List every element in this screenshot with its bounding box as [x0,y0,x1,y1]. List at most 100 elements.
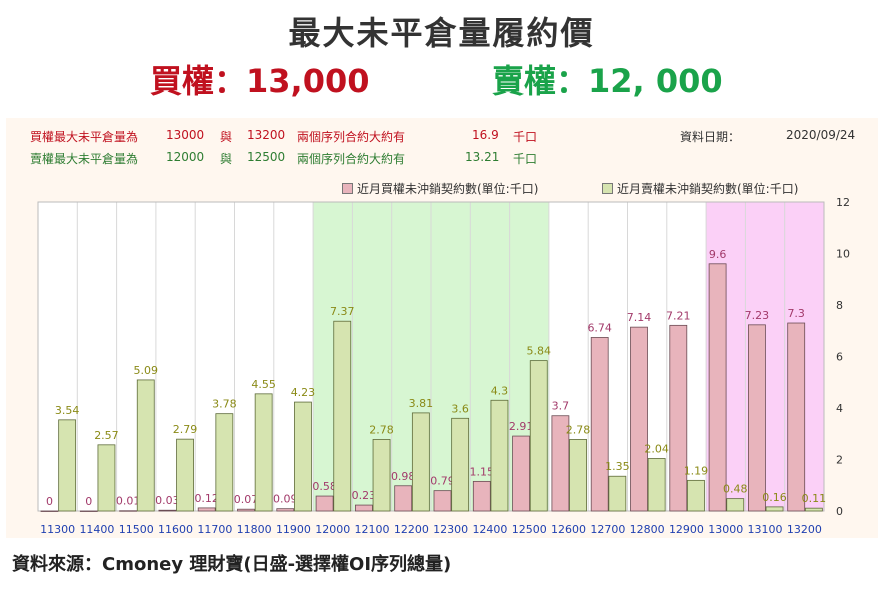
put-bar [294,401,312,512]
put-bar-value-label: 2.78 [566,423,591,436]
put-info-label: 賣權最大未平倉量為 [30,152,139,166]
put-info-strike-1: 12000 [166,150,205,164]
put-bar [254,393,273,512]
x-tick-label: 12200 [394,523,429,536]
call-info-amount: 16.9 [472,128,499,142]
legend-put: 近月賣權未沖銷契約數(單位:千口) [602,180,798,197]
put-bar [687,479,705,512]
call-bar [630,326,648,512]
call-info-desc: 兩個序列合約大約有 [297,130,406,144]
y-tick-label: 10 [836,248,850,261]
call-bar-value-label: 0.12 [194,492,219,505]
call-bar-value-label: 0 [46,495,53,508]
put-bar [647,458,666,512]
x-tick-label: 13100 [748,523,783,536]
put-bar-value-label: 0.48 [723,483,748,496]
x-tick-label: 13200 [787,523,822,536]
call-bar [119,510,137,512]
put-bar [804,507,823,512]
put-bar-value-label: 3.54 [55,404,80,417]
x-tick-label: 12000 [315,523,350,536]
put-bar [372,439,391,512]
legend-call-label: 近月買權未沖銷契約數(單位:千口) [357,182,539,196]
call-bar [158,509,177,512]
call-bar [79,510,98,512]
put-bar [490,399,509,512]
x-tick-label: 11800 [237,523,272,536]
legend-put-label: 近月賣權未沖銷契約數(單位:千口) [617,182,799,196]
x-tick-label: 12900 [669,523,704,536]
call-bar-value-label: 7.21 [666,309,691,322]
put-info-amount: 13.21 [465,150,500,164]
put-bar [333,320,352,512]
put-bar-value-label: 4.23 [291,386,316,399]
x-tick-label: 12100 [355,523,390,536]
put-bar [608,475,627,512]
call-bar-value-label: 1.15 [470,465,495,478]
x-tick-label: 12600 [551,523,586,536]
put-bar [411,412,430,512]
put-bar-value-label: 3.78 [212,398,237,411]
put-bar-value-label: 7.37 [330,305,355,318]
put-bar [529,360,548,512]
call-bar [590,337,609,512]
call-bar [276,508,295,512]
put-bar [136,379,155,512]
call-bar [551,415,570,512]
x-tick-label: 12400 [472,523,507,536]
put-bar-value-label: 0.16 [762,491,787,504]
call-bar [40,510,59,512]
put-bar-value-label: 3.6 [451,402,469,415]
put-bar [97,444,116,512]
put-info-unit: 千口 [513,152,538,166]
put-bar [569,439,587,512]
x-tick-label: 13000 [708,523,743,536]
call-max-oi-headline: 買權：13,000 [150,62,370,100]
put-bar-value-label: 5.84 [527,345,552,358]
x-tick-label: 12300 [433,523,468,536]
put-bar-value-label: 4.3 [491,384,509,397]
y-tick-label: 8 [836,299,843,312]
call-bar-value-label: 0.07 [234,493,259,506]
page-title: 最大未平倉量履約價 [288,14,595,52]
put-info-desc: 兩個序列合約大約有 [297,152,406,166]
call-bar-value-label: 2.91 [509,420,534,433]
call-bar-value-label: 7.23 [745,309,770,322]
call-bar-value-label: 7.3 [787,307,805,320]
put-bar [451,417,470,512]
call-bar [433,490,452,512]
put-bar-value-label: 5.09 [134,364,159,377]
call-bar-value-label: 7.14 [627,311,652,324]
call-bar-value-label: 0.98 [391,470,416,483]
call-bar-value-label: 3.7 [552,400,570,413]
y-tick-label: 12 [836,196,850,209]
y-tick-label: 6 [836,351,843,364]
put-bar-value-label: 4.55 [251,378,276,391]
call-bar [708,263,727,512]
call-bar-value-label: 0.09 [273,493,298,506]
y-tick-label: 2 [836,454,843,467]
put-bar [176,438,194,512]
call-bar [354,504,373,512]
call-bar-value-label: 6.74 [587,321,612,334]
put-bar-value-label: 0.11 [802,492,827,505]
x-tick-label: 11900 [276,523,311,536]
call-bar-value-label: 0.58 [312,480,337,493]
data-date-label: 資料日期： [680,130,741,144]
x-tick-label: 11300 [40,523,75,536]
put-bar-value-label: 2.79 [173,423,198,436]
source-note: 資料來源：Cmoney 理財寶(日盛-選擇權OI序列總量) [12,554,452,575]
call-bar [472,480,491,512]
call-bar [197,507,216,512]
call-bar-value-label: 0.23 [352,489,377,502]
call-bar [512,435,530,512]
call-bar [394,485,413,512]
put-bar-value-label: 1.19 [684,464,709,477]
x-tick-label: 11500 [119,523,154,536]
put-bar-value-label: 3.81 [409,397,434,410]
call-bar [748,324,766,512]
call-bar [237,508,255,512]
put-info-conj: 與 [220,152,233,166]
call-bar [669,324,688,512]
